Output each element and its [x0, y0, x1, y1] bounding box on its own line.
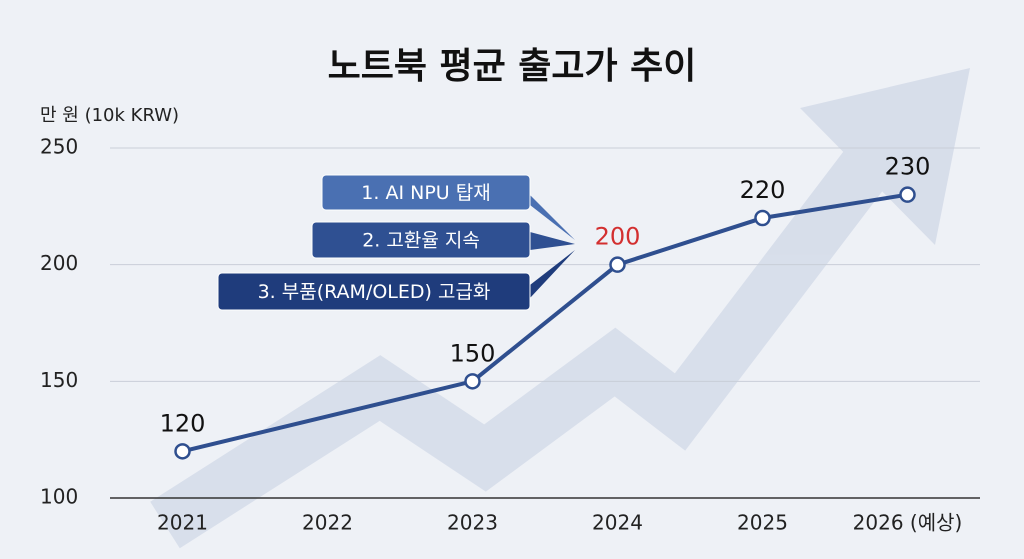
callout-text: 3. 부품(RAM/OLED) 고급화 — [258, 281, 491, 303]
data-label: 230 — [885, 153, 931, 181]
x-tick-label: 2025 — [737, 511, 788, 535]
y-tick-label: 250 — [40, 135, 78, 159]
y-tick-label: 100 — [40, 485, 78, 509]
callout-tail — [530, 250, 575, 298]
callout-box — [311, 221, 531, 259]
data-label: 150 — [450, 339, 496, 367]
data-point — [754, 209, 771, 227]
data-label: 120 — [160, 409, 206, 437]
y-tick-label: 200 — [40, 251, 78, 275]
data-label: 220 — [740, 176, 786, 204]
data-label: 200 — [595, 223, 641, 251]
callout-text: 1. AI NPU 탑재 — [361, 182, 490, 204]
callout-tail — [530, 195, 575, 240]
x-tick-label: 2023 — [447, 511, 498, 535]
x-tick-label: 2026 (예상) — [853, 511, 963, 535]
y-tick-label: 150 — [40, 368, 78, 392]
data-point — [174, 443, 191, 460]
chart-title: 노트북 평균 출고가 추이 — [328, 46, 697, 87]
data-point — [609, 256, 626, 273]
arrow-head — [800, 68, 970, 245]
callout-box — [321, 174, 531, 211]
data-point — [464, 373, 481, 390]
callout-box — [217, 272, 531, 311]
y-axis-label: 만 원 (10k KRW) — [40, 105, 179, 126]
callout-tail — [530, 232, 575, 250]
callout-text: 2. 고환율 지속 — [362, 230, 480, 252]
x-tick-label: 2021 — [157, 511, 208, 535]
data-point — [899, 186, 916, 203]
x-tick-label: 2022 — [302, 511, 353, 535]
x-tick-label: 2024 — [592, 511, 643, 535]
